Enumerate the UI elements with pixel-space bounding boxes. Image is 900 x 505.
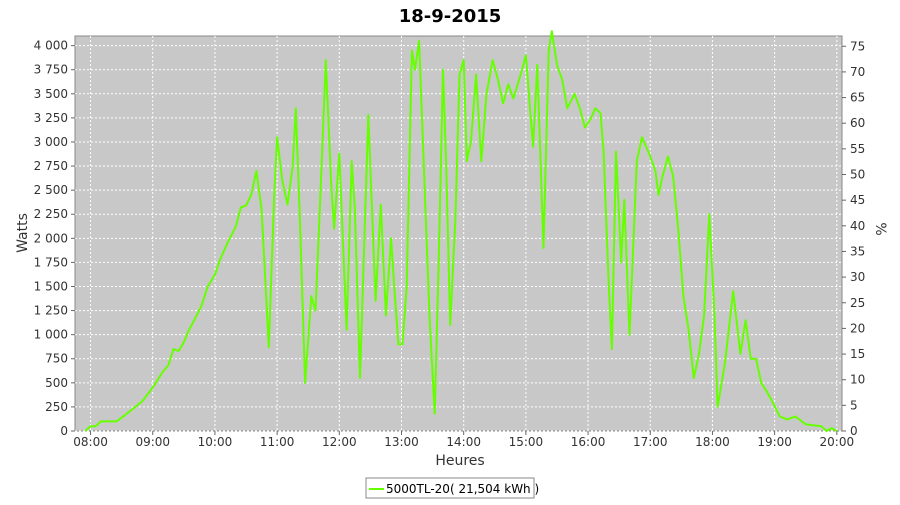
y2-tick-label: 65 [850, 91, 865, 105]
y-tick-label: 3 250 [34, 111, 68, 125]
legend-box [365, 477, 535, 499]
series-line-5000tl-20 [84, 30, 838, 432]
y-tick-label: 2 250 [34, 207, 68, 221]
y-tick-label: 750 [45, 352, 68, 366]
x-tick-label: 14:00 [446, 435, 481, 449]
y-tick-label: 0 [60, 424, 68, 438]
y2-tick-label: 55 [850, 142, 865, 156]
y2-tick-label: 45 [850, 193, 865, 207]
x-tick-label: 16:00 [571, 435, 606, 449]
y2-tick-label: 5 [850, 398, 858, 412]
x-axis-label: Heures [435, 453, 484, 469]
y-tick-label: 1 750 [34, 255, 68, 269]
y-tick-label: 1 000 [34, 328, 68, 342]
y-tick-label: 250 [45, 400, 68, 414]
legend-label: 5000TL-20( 21,504 kWh ) [386, 482, 539, 496]
x-tick-label: 20:00 [820, 435, 855, 449]
y-tick-label: 1 500 [34, 279, 68, 293]
x-tick-label: 10:00 [198, 435, 233, 449]
y2-tick-label: 10 [850, 373, 865, 387]
x-tick-label: 12:00 [322, 435, 357, 449]
y2-tick-label: 70 [850, 65, 865, 79]
x-tick-label: 18:00 [695, 435, 730, 449]
y-tick-label: 3 000 [34, 135, 68, 149]
chart-title: 18-9-2015 [399, 6, 502, 27]
legend: 5000TL-20( 21,504 kWh ) [365, 477, 539, 499]
x-tick-label: 09:00 [135, 435, 170, 449]
y2-tick-label: 15 [850, 347, 865, 361]
x-tick-label: 19:00 [757, 435, 792, 449]
y-axis: 0 250 500 750 1 000 1 250 1 500 1 750 2 000 2 250… [34, 39, 75, 438]
y2-tick-label: 20 [850, 321, 865, 335]
y2-tick-label: 60 [850, 116, 865, 130]
y-tick-label: 2 000 [34, 231, 68, 245]
y2-tick-label: 35 [850, 244, 865, 258]
x-tick-label: 08:00 [73, 435, 108, 449]
x-tick-label: 15:00 [509, 435, 544, 449]
x-tick-label: 11:00 [260, 435, 295, 449]
y-tick-label: 500 [45, 376, 68, 390]
y2-tick-label: 40 [850, 219, 865, 233]
y-tick-label: 4 000 [34, 39, 68, 53]
y2-tick-label: 75 [850, 39, 865, 53]
y2-axis-label: % [872, 222, 888, 235]
y2-tick-label: 25 [850, 296, 865, 310]
y-axis-label: Watts [15, 213, 31, 253]
y2-tick-label: 50 [850, 168, 865, 182]
x-tick-label: 13:00 [384, 435, 419, 449]
y2-axis: 0 5 10 15 20 25 30 35 40 45 50 55 60 65 70 75 [842, 39, 865, 438]
x-tick-label: 17:00 [633, 435, 668, 449]
y2-tick-label: 30 [850, 270, 865, 284]
x-axis: 08:00 09:00 10:00 11:00 12:00 13:00 14:00 15:00… [73, 431, 854, 449]
y-tick-label: 2 750 [34, 159, 68, 173]
y-tick-label: 1 250 [34, 304, 68, 318]
y-tick-label: 3 500 [34, 87, 68, 101]
y2-tick-label: 0 [850, 424, 858, 438]
gridlines [75, 36, 842, 432]
y-tick-label: 2 500 [34, 183, 68, 197]
y-tick-label: 3 750 [34, 63, 68, 77]
